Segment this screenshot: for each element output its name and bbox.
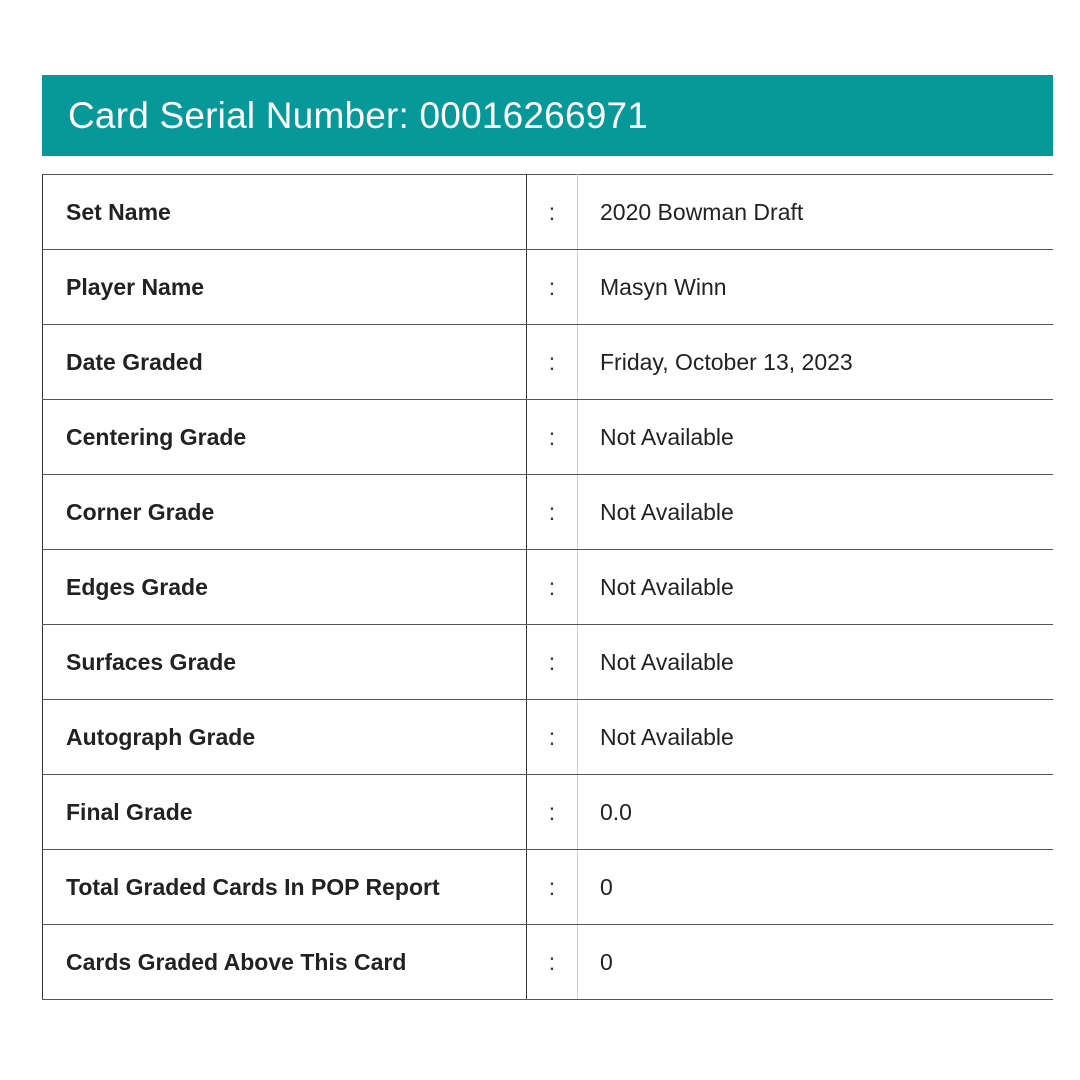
row-separator: :: [526, 174, 578, 250]
row-label: Set Name: [42, 174, 527, 250]
table-row: Corner Grade: Not Available: [42, 474, 1053, 550]
row-value: 2020 Bowman Draft: [577, 174, 1053, 250]
row-label: Date Graded: [42, 324, 527, 400]
row-separator: :: [526, 474, 578, 550]
row-label: Corner Grade: [42, 474, 527, 550]
row-separator: :: [526, 624, 578, 700]
row-separator: :: [526, 924, 578, 1000]
table-row: Centering Grade: Not Available: [42, 399, 1053, 475]
row-label: Edges Grade: [42, 549, 527, 625]
row-value: 0: [577, 849, 1053, 925]
row-separator: :: [526, 249, 578, 325]
table-row: Cards Graded Above This Card:0: [42, 924, 1053, 1000]
row-label: Surfaces Grade: [42, 624, 527, 700]
row-value: Masyn Winn: [577, 249, 1053, 325]
row-separator: :: [526, 699, 578, 775]
table-row: Edges Grade: Not Available: [42, 549, 1053, 625]
row-value: Friday, October 13, 2023: [577, 324, 1053, 400]
table-row: Set Name:2020 Bowman Draft: [42, 174, 1053, 250]
table-row: Final Grade:0.0: [42, 774, 1053, 850]
row-value: Not Available: [577, 474, 1053, 550]
row-label: Total Graded Cards In POP Report: [42, 849, 527, 925]
table-row: Surfaces Grade: Not Available: [42, 624, 1053, 700]
row-label: Cards Graded Above This Card: [42, 924, 527, 1000]
table-row: Autograph Grade: Not Available: [42, 699, 1053, 775]
table-row: Total Graded Cards In POP Report:0: [42, 849, 1053, 925]
row-separator: :: [526, 324, 578, 400]
table-row: Date Graded: Friday, October 13, 2023: [42, 324, 1053, 400]
row-label: Final Grade: [42, 774, 527, 850]
row-separator: :: [526, 774, 578, 850]
page-title: Card Serial Number: 00016266971: [68, 94, 649, 136]
row-value: 0: [577, 924, 1053, 1000]
table-row: Player Name: Masyn Winn: [42, 249, 1053, 325]
row-value: Not Available: [577, 549, 1053, 625]
row-separator: :: [526, 399, 578, 475]
row-value: Not Available: [577, 699, 1053, 775]
row-value: Not Available: [577, 624, 1053, 700]
row-value: 0.0: [577, 774, 1053, 850]
card-details-table: Set Name:2020 Bowman Draft Player Name: Ma…: [42, 174, 1053, 1000]
row-value: Not Available: [577, 399, 1053, 475]
row-separator: :: [526, 549, 578, 625]
card-serial-header: Card Serial Number: 00016266971: [42, 75, 1053, 156]
row-label: Player Name: [42, 249, 527, 325]
row-separator: :: [526, 849, 578, 925]
row-label: Autograph Grade: [42, 699, 527, 775]
row-label: Centering Grade: [42, 399, 527, 475]
